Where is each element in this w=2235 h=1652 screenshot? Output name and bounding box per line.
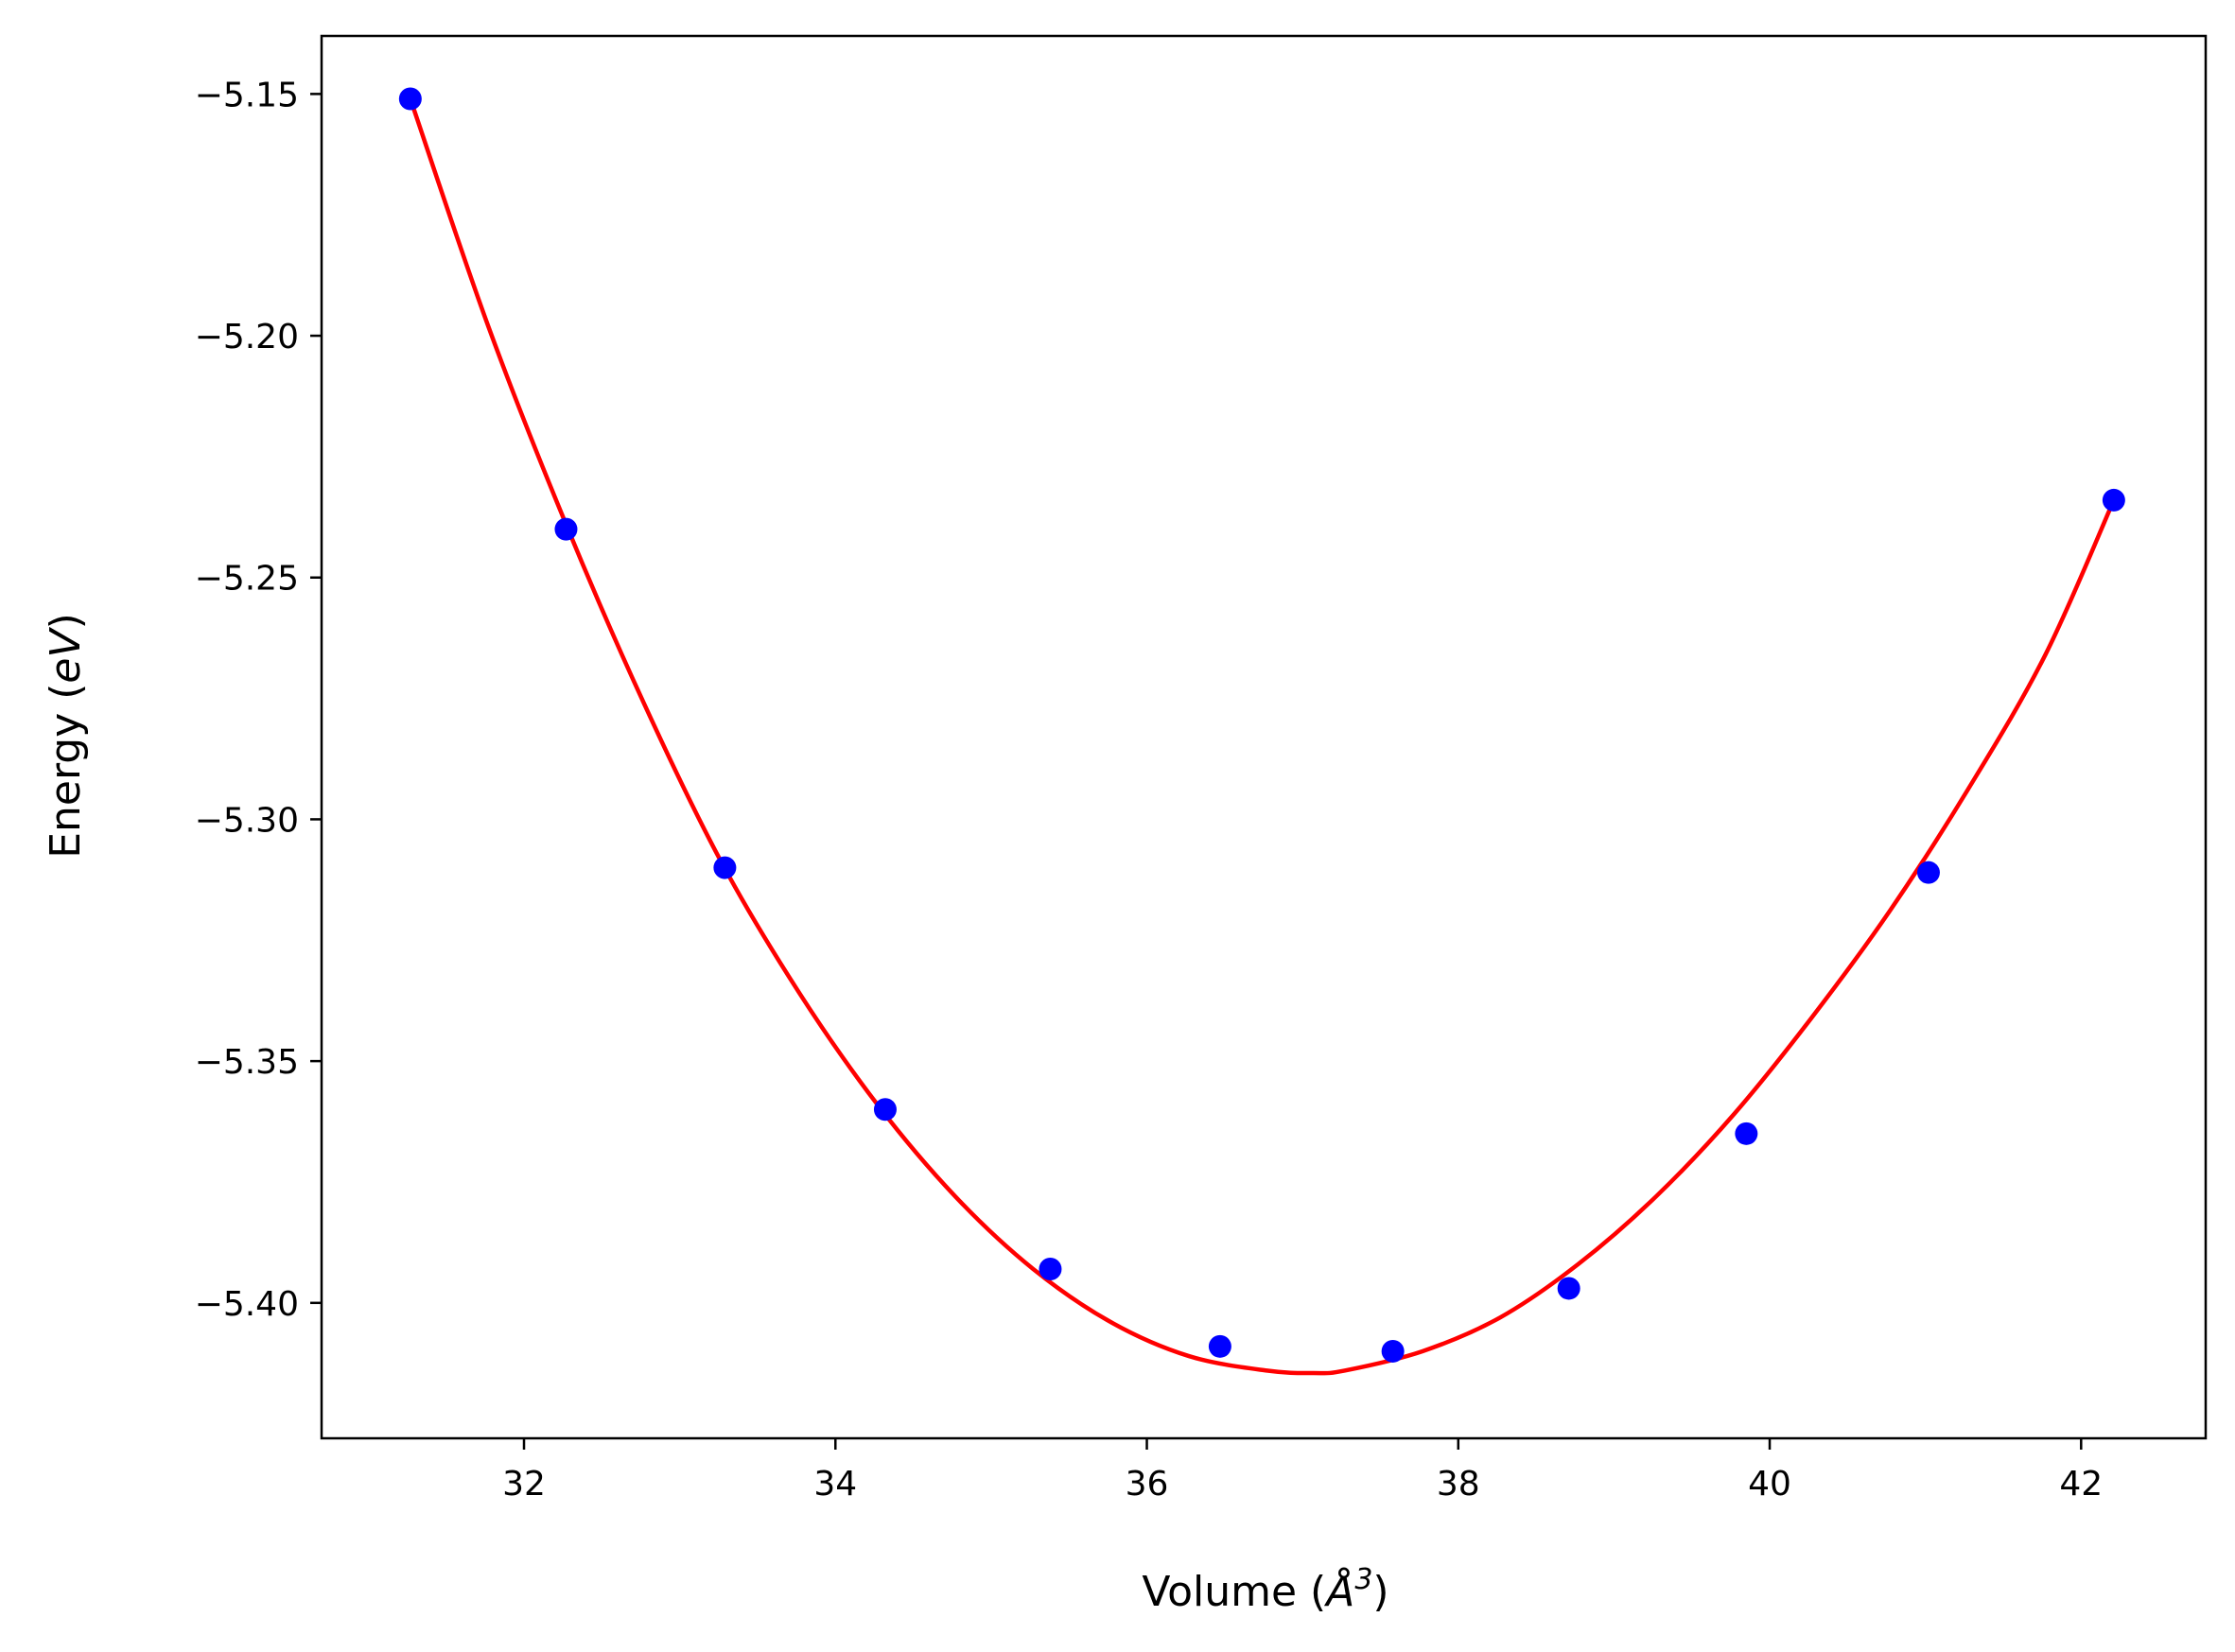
y-tick-label: −5.15 (195, 76, 299, 114)
data-point (713, 856, 737, 879)
x-tick-label: 34 (813, 1465, 857, 1504)
data-point (398, 87, 422, 111)
x-tick-label: 42 (2059, 1465, 2103, 1504)
data-point (1208, 1334, 1231, 1358)
x-axis-label-unit: Å (1323, 1566, 1354, 1616)
plot-frame (320, 34, 2208, 1440)
data-point (554, 517, 578, 541)
y-axis-ticks: −5.15 −5.20 −5.25 −5.30 −5.35 −5.40 (195, 76, 322, 1324)
data-point (2102, 488, 2125, 512)
x-tick-label: 38 (1437, 1465, 1480, 1504)
data-point (1039, 1258, 1062, 1281)
x-axis-label: Volume (Å3) (1142, 1563, 1388, 1616)
x-axis-label-end: ) (1372, 1568, 1388, 1616)
x-tick-label: 32 (502, 1465, 546, 1504)
x-axis-ticks: 32 34 36 38 40 42 (502, 1438, 2103, 1504)
y-axis-label: Energy (eV) (42, 613, 90, 859)
y-tick-label: −5.35 (195, 1043, 299, 1082)
y-tick-label: −5.25 (195, 560, 299, 599)
data-point (873, 1098, 897, 1122)
data-point (1735, 1122, 1758, 1145)
plot-area (322, 36, 2206, 1438)
data-point (1916, 861, 1940, 884)
y-axis-label-end: ) (42, 613, 90, 629)
fit-curve-line (408, 96, 2117, 1376)
data-point (1381, 1339, 1405, 1363)
y-tick-label: −5.40 (195, 1285, 299, 1324)
y-axis-label-text: Energy ( (42, 684, 90, 859)
x-tick-label: 36 (1126, 1465, 1169, 1504)
x-tick-label: 40 (1748, 1465, 1791, 1504)
y-tick-label: −5.20 (195, 318, 299, 356)
y-axis-label-unit: eV (42, 627, 90, 684)
x-axis-label-text: Volume ( (1142, 1568, 1326, 1616)
fit-curve-layer (408, 96, 2117, 1376)
y-tick-label: −5.30 (195, 801, 299, 840)
data-points-layer (398, 87, 2125, 1363)
x-axis-label-exponent: 3 (1354, 1563, 1372, 1596)
data-point (1557, 1277, 1580, 1300)
